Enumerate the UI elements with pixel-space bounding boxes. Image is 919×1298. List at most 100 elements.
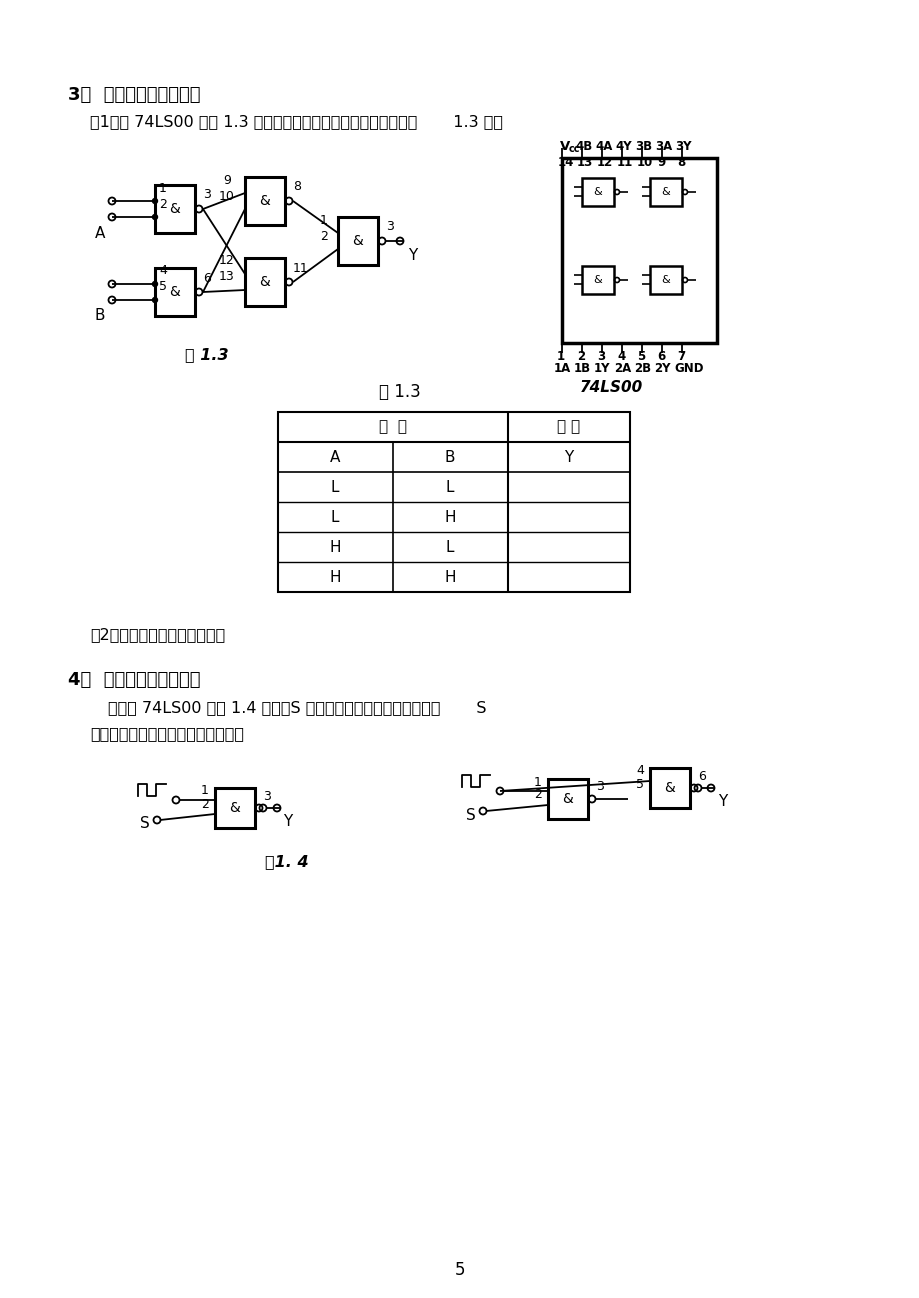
Text: 4Y: 4Y	[614, 139, 631, 152]
Text: &: &	[259, 275, 270, 289]
Text: 1: 1	[200, 784, 209, 797]
Text: &: &	[259, 193, 270, 208]
Text: L: L	[331, 510, 339, 524]
Text: S: S	[466, 807, 475, 823]
Text: 3: 3	[596, 780, 603, 793]
Text: Y: Y	[563, 449, 573, 465]
Text: 1: 1	[159, 182, 166, 195]
Text: GND: GND	[674, 362, 703, 375]
Text: 用一片 74LS00 按图 1.4 接线，S 接任一电平开关，用示波器观察       S: 用一片 74LS00 按图 1.4 接线，S 接任一电平开关，用示波器观察 S	[108, 701, 486, 715]
Text: A: A	[329, 449, 340, 465]
Text: 7: 7	[676, 349, 685, 362]
Text: &: &	[230, 801, 240, 815]
Text: 3: 3	[596, 349, 605, 362]
Text: B: B	[95, 309, 106, 323]
Text: 4．  利用与非门控制输出: 4． 利用与非门控制输出	[68, 671, 200, 689]
Text: 3．  逻辑电路的逻辑关系: 3． 逻辑电路的逻辑关系	[68, 86, 200, 104]
Bar	[154, 186, 195, 234]
Text: Y: Y	[407, 248, 417, 262]
Text: 图 1.3: 图 1.3	[185, 348, 229, 362]
Text: 2: 2	[159, 197, 166, 210]
Text: 8: 8	[292, 180, 301, 193]
Text: 对输出脉冲的控制作用，加以说明。: 对输出脉冲的控制作用，加以说明。	[90, 727, 244, 741]
Text: 12: 12	[596, 157, 613, 170]
Text: 11: 11	[292, 261, 309, 274]
Bar	[278, 411, 630, 592]
Text: 1: 1	[556, 349, 564, 362]
Bar	[244, 177, 285, 225]
Text: 2: 2	[576, 349, 584, 362]
Text: 表 1.3: 表 1.3	[379, 383, 420, 401]
Text: 9: 9	[656, 157, 664, 170]
Text: H: H	[329, 540, 340, 554]
Text: 3B: 3B	[634, 139, 652, 152]
Text: 3A: 3A	[654, 139, 672, 152]
Text: Y: Y	[283, 815, 292, 829]
Bar	[154, 267, 195, 315]
Text: S: S	[140, 816, 150, 832]
Text: 2: 2	[200, 797, 209, 810]
Text: （2）写出电路的逻辑表达式。: （2）写出电路的逻辑表达式。	[90, 627, 225, 643]
Text: 1: 1	[533, 775, 541, 788]
Bar	[650, 266, 681, 295]
Text: &: &	[664, 781, 675, 794]
Text: &: &	[352, 234, 363, 248]
Text: 4B: 4B	[574, 139, 592, 152]
Circle shape	[153, 214, 157, 219]
Text: 10: 10	[219, 190, 234, 202]
Bar	[337, 217, 378, 265]
Text: 9: 9	[222, 174, 231, 187]
Text: &: &	[593, 187, 602, 197]
Text: &: &	[169, 286, 180, 299]
Text: 2B: 2B	[633, 362, 651, 375]
Text: 2A: 2A	[613, 362, 630, 375]
Text: &: &	[661, 275, 670, 286]
Text: 8: 8	[676, 157, 685, 170]
Text: 6: 6	[656, 349, 664, 362]
Text: 1B: 1B	[573, 362, 591, 375]
Bar	[562, 158, 716, 343]
Text: L: L	[446, 479, 454, 495]
Circle shape	[153, 282, 157, 287]
Text: 6: 6	[698, 770, 705, 783]
Text: 3: 3	[263, 789, 270, 802]
Bar	[650, 768, 689, 807]
Text: H: H	[329, 570, 340, 584]
Text: 5: 5	[635, 778, 643, 790]
Text: 图1. 4: 图1. 4	[265, 854, 308, 870]
Text: 2Y: 2Y	[653, 362, 670, 375]
Text: 3: 3	[386, 221, 393, 234]
Text: Y: Y	[717, 794, 726, 810]
Text: 输  入: 输 入	[379, 419, 406, 435]
Text: &: &	[593, 275, 602, 286]
Text: cc: cc	[568, 144, 580, 154]
Bar	[650, 178, 681, 206]
Text: &: &	[169, 202, 180, 215]
Text: 14: 14	[558, 157, 573, 170]
Text: B: B	[444, 449, 455, 465]
Text: 5: 5	[636, 349, 644, 362]
Text: 1: 1	[320, 213, 327, 226]
Text: 2: 2	[533, 788, 541, 801]
Text: （1）用 74LS00 按图 1.3 接线，将输入输出逻辑关系分别填入表       1.3 中：: （1）用 74LS00 按图 1.3 接线，将输入输出逻辑关系分别填入表 1.3…	[90, 114, 503, 130]
Text: 5: 5	[159, 280, 167, 293]
Text: H: H	[444, 510, 455, 524]
Bar	[582, 178, 613, 206]
Text: 5: 5	[454, 1260, 465, 1279]
Text: V: V	[560, 139, 570, 152]
Text: L: L	[331, 479, 339, 495]
Text: 10: 10	[636, 157, 652, 170]
Text: 4: 4	[617, 349, 625, 362]
Text: L: L	[446, 540, 454, 554]
Text: 4: 4	[159, 265, 166, 278]
Text: &: &	[661, 187, 670, 197]
Bar	[582, 266, 613, 295]
Text: 3: 3	[203, 188, 210, 201]
Text: H: H	[444, 570, 455, 584]
Bar	[215, 788, 255, 828]
Text: A: A	[95, 226, 106, 240]
Text: 1A: 1A	[553, 362, 571, 375]
Text: 11: 11	[617, 157, 632, 170]
Text: 3Y: 3Y	[675, 139, 691, 152]
Bar	[548, 779, 587, 819]
